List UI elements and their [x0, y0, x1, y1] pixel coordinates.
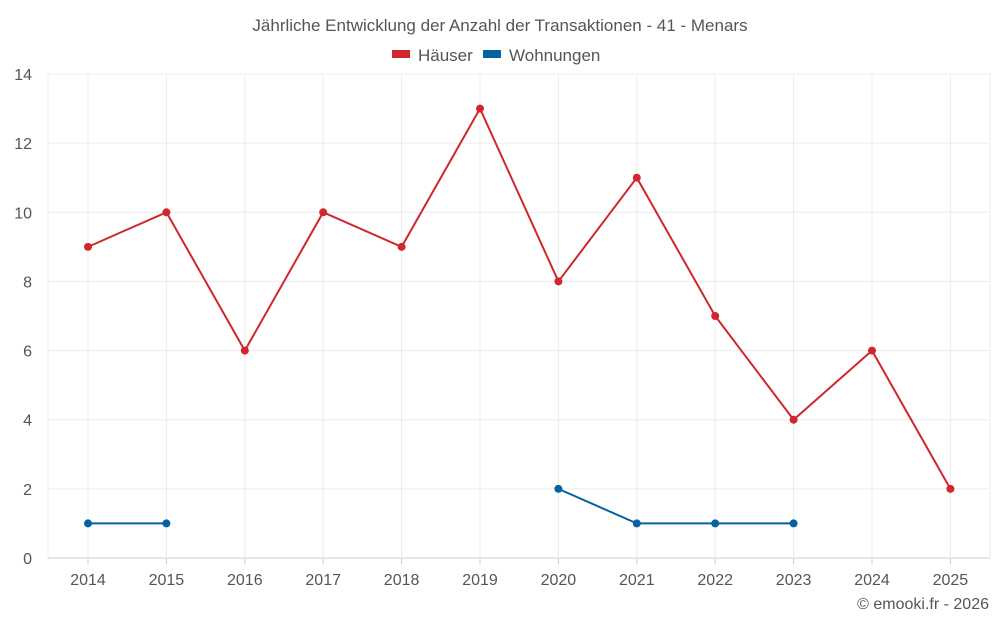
y-tick-label: 6: [23, 344, 32, 361]
x-tick-label: 2018: [384, 572, 420, 589]
data-point-haeuser[interactable]: [162, 208, 171, 217]
y-tick-label: 4: [23, 413, 32, 430]
x-tick-label: 2014: [70, 572, 106, 589]
y-tick-label: 2: [23, 482, 32, 499]
series: [84, 104, 955, 528]
x-tick-label: 2020: [541, 572, 577, 589]
data-point-haeuser[interactable]: [554, 277, 563, 286]
x-tick-label: 2017: [305, 572, 341, 589]
legend-swatch-wohnungen: [483, 50, 501, 58]
data-point-haeuser[interactable]: [711, 312, 720, 320]
data-point-haeuser[interactable]: [319, 208, 328, 217]
x-tick-label: 2016: [227, 572, 263, 589]
x-tick-label: 2023: [776, 572, 812, 589]
data-point-haeuser[interactable]: [632, 173, 641, 182]
x-tick-label: 2022: [697, 572, 733, 589]
series-line-wohnungen: [557, 487, 794, 525]
grid: [47, 73, 991, 559]
data-point-haeuser[interactable]: [868, 346, 876, 355]
credit-text: © emooki.fr - 2026: [857, 596, 989, 613]
x-tick-label: 2025: [933, 572, 969, 589]
data-point-wohnungen[interactable]: [711, 519, 720, 528]
y-tick-label: 8: [23, 274, 32, 291]
data-point-haeuser[interactable]: [946, 484, 955, 493]
data-point-haeuser[interactable]: [397, 242, 406, 251]
data-point-haeuser[interactable]: [84, 242, 92, 251]
y-tick-label: 0: [23, 551, 32, 568]
x-tick-label: 2024: [854, 572, 890, 589]
x-tick-label: 2015: [149, 572, 185, 589]
x-tick-label: 2019: [462, 572, 498, 589]
data-point-wohnungen[interactable]: [789, 519, 798, 528]
y-tick-label: 12: [14, 136, 32, 153]
legend: Häuser Wohnungen: [392, 46, 600, 65]
data-point-haeuser[interactable]: [789, 415, 798, 424]
legend-swatch-haeuser: [392, 50, 410, 58]
data-point-wohnungen[interactable]: [84, 519, 92, 528]
data-point-wohnungen[interactable]: [632, 519, 641, 528]
axes: 0 2 4 6 8 10 12 14 2014 2015 2016 2017 2018 2019 2020 2…: [14, 67, 968, 589]
series-line-haeuser: [87, 107, 952, 490]
data-point-wohnungen[interactable]: [162, 519, 171, 528]
y-tick-label: 14: [14, 67, 32, 84]
x-tick-label: 2021: [619, 572, 655, 589]
legend-label-wohnungen[interactable]: Wohnungen: [509, 46, 600, 65]
data-point-haeuser[interactable]: [476, 104, 484, 113]
data-point-haeuser[interactable]: [240, 346, 249, 355]
data-point-wohnungen[interactable]: [554, 484, 563, 493]
legend-label-haeuser[interactable]: Häuser: [418, 46, 473, 65]
y-tick-label: 10: [14, 205, 32, 222]
chart-title: Jährliche Entwicklung der Anzahl der Tra…: [252, 16, 747, 35]
